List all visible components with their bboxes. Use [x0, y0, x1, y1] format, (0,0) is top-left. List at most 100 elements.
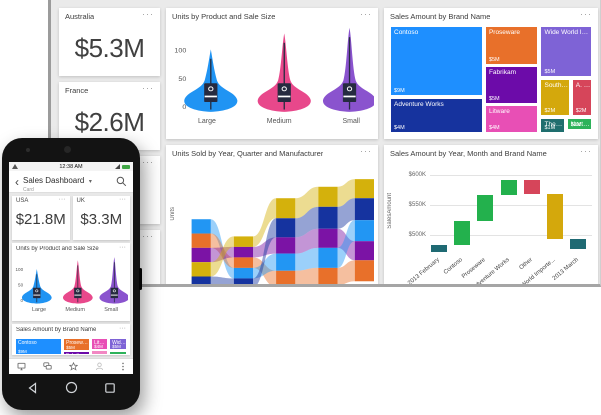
ribbon-segment-blue[interactable] [354, 220, 374, 242]
devices-icon[interactable] [17, 362, 26, 371]
phone-power-button[interactable] [139, 268, 142, 290]
ribbon-segment-blue[interactable] [318, 247, 338, 268]
ribbon-segment-orange[interactable] [318, 267, 338, 285]
treemap-node-litware[interactable]: Litware$4M [91, 338, 108, 350]
ribbon-segment-purple[interactable] [276, 237, 296, 254]
violin-chart: 100 50 0 [170, 24, 377, 118]
ribbon-segment-orange[interactable] [191, 233, 211, 248]
treemap-node[interactable] [91, 350, 108, 355]
tile-menu-icon[interactable]: ··· [142, 157, 154, 167]
ribbon-segment-orange[interactable] [276, 270, 296, 287]
ribbon-segment-navy[interactable] [318, 206, 338, 229]
android-recents-icon[interactable] [104, 382, 116, 394]
tile-menu-icon[interactable]: ··· [360, 146, 372, 156]
ribbon-segment-navy[interactable] [233, 278, 254, 287]
ribbon-segment-orange[interactable] [354, 260, 374, 282]
ribbon-segment-blue[interactable] [276, 253, 296, 271]
ribbon-segment-orange[interactable] [233, 257, 254, 268]
treemap-node-northwin[interactable]: Northwin...$1M [566, 118, 592, 130]
treemap-node-the-pho[interactable]: The Pho...$1M [540, 118, 565, 133]
ribbon-segment-blue[interactable] [191, 219, 211, 234]
waterfall-bar-contoso[interactable] [454, 221, 471, 246]
ribbon-segment-purple[interactable] [318, 228, 338, 248]
violin-medium[interactable] [257, 33, 311, 112]
android-home-icon[interactable] [65, 381, 78, 394]
treemap-node-southridge[interactable]: Southridge ... $2M [540, 78, 570, 117]
violin-medium[interactable] [62, 260, 93, 304]
treemap-node-wide-world-importers[interactable]: Wide World Importers $5M [540, 26, 592, 78]
favorite-star-icon[interactable] [69, 362, 78, 371]
tile-usa-kpi[interactable]: USA ··· $21.8M [12, 196, 70, 240]
violin-large[interactable] [184, 49, 238, 112]
treemap-node-proseware[interactable]: Proseware $5M [484, 26, 539, 65]
treemap-node[interactable] [566, 130, 592, 133]
treemap-node-litware[interactable]: Litware$4M [484, 105, 539, 133]
dashboard-title-dropdown[interactable]: Sales Dashboard ▾ Card [23, 171, 92, 193]
comments-icon[interactable] [43, 362, 52, 371]
waterfall-bar-2013-february[interactable] [431, 245, 447, 253]
ribbon-segment-purple[interactable] [191, 247, 211, 263]
tile-menu-icon[interactable]: ··· [580, 146, 592, 156]
ribbon-segment-gold[interactable] [354, 179, 374, 199]
tile-menu-icon[interactable]: ··· [142, 83, 154, 93]
back-button[interactable]: ‹ [15, 174, 19, 189]
ribbon-segment-purple[interactable] [354, 241, 374, 261]
profile-icon[interactable] [95, 362, 104, 371]
tile-violin-chart-phone[interactable]: Units by Product and Sale Size ··· 100 50… [12, 243, 130, 321]
ribbon-flow-orange [253, 257, 277, 284]
tile-menu-icon[interactable]: ··· [119, 244, 126, 251]
y-tick: 50 [178, 76, 186, 83]
tile-menu-icon[interactable]: ··· [119, 196, 126, 203]
ribbon-y-axis-label: Units [170, 207, 176, 221]
tile-menu-icon[interactable]: ··· [360, 9, 372, 19]
violin-large[interactable] [21, 269, 52, 304]
treemap-node-label: Wide World Importers [544, 29, 591, 36]
x-category-label: Large [32, 307, 47, 313]
violin-small[interactable] [99, 257, 130, 304]
tile-ribbon-chart[interactable]: Units Sold by Year, Quarter and Manufact… [166, 145, 378, 288]
tile-australia-kpi[interactable]: Australia ··· $5.3M [59, 8, 160, 76]
treemap-node-fabrikam[interactable]: Fabrikam $5M [484, 66, 539, 104]
treemap-node-contoso[interactable]: Contoso $9M [15, 338, 63, 355]
tile-title: UK [76, 198, 85, 204]
waterfall-bar-other[interactable] [523, 179, 540, 195]
treemap-node[interactable] [109, 350, 127, 355]
tile-treemap[interactable]: Sales Amount by Brand Name ··· Contoso $9… [384, 8, 598, 139]
tile-menu-icon[interactable]: ··· [142, 231, 154, 241]
treemap-node-contoso[interactable]: Contoso $9M [390, 26, 483, 97]
tile-menu-icon[interactable]: ··· [580, 9, 592, 19]
treemap-node-fabrikam[interactable]: Fabrikam [63, 350, 91, 355]
waterfall-bar-adventure-works[interactable] [500, 179, 517, 195]
android-back-icon[interactable] [27, 381, 39, 394]
tile-treemap-phone[interactable]: Sales Amount by Brand Name ··· Contoso $9… [12, 324, 130, 355]
treemap-node-label: Contoso [18, 340, 37, 346]
waterfall-bar-wide-world-importe[interactable] [547, 194, 563, 240]
more-options-icon[interactable] [121, 362, 125, 371]
treemap-node-wide[interactable]: Wide ...$5M [109, 338, 127, 351]
violin-small[interactable] [322, 27, 377, 112]
tile-uk-kpi[interactable]: UK ··· $3.3M [72, 196, 130, 240]
tile-violin-chart[interactable]: Units by Product and Sale Size ··· 100 50… [166, 8, 378, 139]
x-category-label: Small [104, 307, 118, 313]
y-tick: 0 [21, 298, 24, 303]
tile-menu-icon[interactable]: ··· [119, 325, 126, 332]
search-icon[interactable] [116, 176, 127, 187]
ribbon-segment-navy[interactable] [191, 276, 211, 288]
ribbon-segment-navy[interactable] [276, 218, 296, 238]
ribbon-segment-navy[interactable] [354, 198, 374, 221]
ribbon-segment-gold[interactable] [191, 262, 211, 277]
treemap-node-proseware[interactable]: Proseware $5M [63, 338, 91, 351]
treemap-node-a-datum[interactable]: A. Datum $2M [571, 78, 592, 117]
tile-title: USA [16, 198, 29, 204]
ribbon-segment-purple[interactable] [233, 246, 254, 258]
ribbon-segment-gold[interactable] [318, 186, 338, 207]
tile-waterfall-chart[interactable]: Sales Amount by Year, Month and Brand Na… [384, 145, 598, 284]
tile-menu-icon[interactable]: ··· [142, 9, 154, 19]
tile-menu-icon[interactable]: ··· [58, 196, 66, 203]
ribbon-segment-gold[interactable] [233, 236, 254, 247]
waterfall-bar-proseware[interactable] [477, 194, 494, 222]
waterfall-bar-2013-march[interactable] [570, 239, 587, 250]
ribbon-segment-blue[interactable] [233, 267, 254, 279]
treemap-node-adventure-works[interactable]: Adventure Works $4M [390, 97, 483, 133]
ribbon-segment-gold[interactable] [276, 198, 296, 219]
